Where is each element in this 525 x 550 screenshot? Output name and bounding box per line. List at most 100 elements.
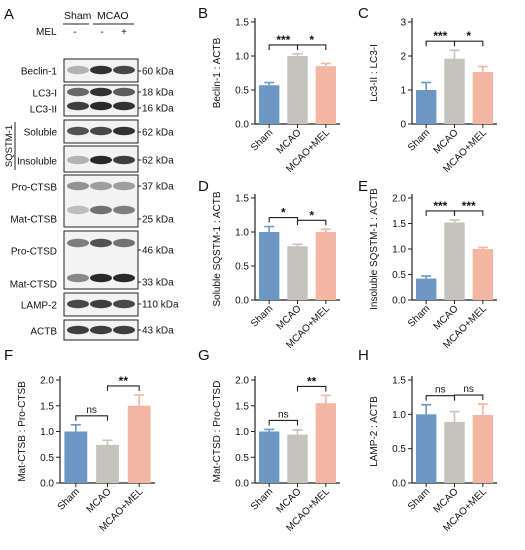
blot-kda-label: 110 kDa [142, 300, 179, 311]
blot-panel: A Sham MCAO MEL - - + Beclin-1 60 kDa LC3-I LC3-II… [4, 6, 179, 341]
blot-band [90, 181, 112, 191]
blot-band [90, 273, 112, 283]
y-tick-label: 1.5 [235, 401, 249, 412]
x-tick-label: Sham [249, 486, 275, 512]
blot-kda-label: 62 kDa [142, 156, 174, 167]
significance-label: *** [433, 29, 447, 43]
y-tick-label: 0 [400, 120, 406, 131]
blot-band [90, 101, 112, 111]
y-tick-label: 1.0 [392, 410, 406, 421]
y-axis-label: LAMP-2 : ACTB [369, 396, 380, 467]
chart-panel-e: E 0.0 0.5 1.0 1.5 2.0 Insoluble SQSTM-1 : ACTB… [358, 178, 497, 351]
blot-band [113, 238, 135, 248]
blot-row-label: Mat-CTSD [10, 280, 57, 291]
bar [258, 431, 280, 483]
x-tick-label: Sham [56, 486, 82, 512]
y-tick-label: 1.0 [40, 427, 54, 438]
y-tick-label: 0.0 [235, 296, 249, 307]
blot-band [67, 299, 89, 309]
y-tick-label: 2.0 [392, 194, 406, 205]
blot-band [67, 181, 89, 191]
blot-band [113, 299, 135, 309]
blot-band [90, 87, 112, 97]
bar [444, 421, 465, 483]
blot-kda-label: 16 kDa [142, 104, 174, 115]
x-tick-label: Sham [249, 303, 275, 329]
blot-band [113, 65, 135, 75]
bar [415, 414, 437, 483]
significance-label: ns [463, 384, 474, 395]
y-axis-label: Mat-CTSB : Pro-CTSB [17, 381, 28, 482]
panel-label-e: E [358, 178, 368, 195]
x-tick-label: MCAO [85, 486, 114, 515]
significance-bracket [296, 44, 327, 50]
blot-band [90, 65, 112, 75]
significance-label: *** [276, 33, 290, 47]
y-tick-label: 1.5 [235, 18, 249, 29]
significance-label: ns [86, 405, 97, 416]
y-tick-label: 0.0 [392, 479, 406, 490]
bar [472, 415, 494, 483]
significance-bracket [106, 385, 140, 391]
blot-band [90, 126, 112, 136]
significance-bracket [296, 219, 327, 226]
blot-row-label: ACTB [30, 327, 57, 338]
x-tick-label: Sham [406, 486, 432, 512]
y-axis-label: Insoluble SQSTM-1 : ACTB [369, 188, 380, 310]
y-tick-label: 0.0 [235, 120, 249, 131]
blot-band [113, 155, 135, 165]
y-tick-label: 2.0 [235, 376, 249, 387]
blot-band [67, 205, 89, 215]
y-tick-label: 0.5 [392, 444, 406, 455]
bar [315, 232, 337, 300]
chart-panel-f: F 0.0 0.5 1.0 1.5 2.0 Mat-CTSB : Pro-CTSB Sham M… [4, 347, 155, 534]
blot-band [113, 273, 135, 283]
blot-row-label: Pro-CTSB [11, 183, 57, 194]
bar [127, 405, 151, 483]
blot-band [90, 155, 112, 165]
blot-band [67, 101, 89, 111]
significance-label: * [309, 208, 314, 222]
blot-header-mcao: MCAO [97, 10, 129, 22]
blot-row-label: Beclin-1 [21, 67, 58, 78]
significance-label: ns [435, 385, 446, 396]
bar [444, 58, 465, 124]
y-tick-label: 1.0 [392, 245, 406, 256]
blot-sqstm-label: SQSTM-1 [4, 125, 15, 167]
bar [64, 431, 88, 483]
blot-kda-label: 46 kDa [142, 246, 174, 257]
blot-header-sham: Sham [64, 10, 92, 22]
blot-band [67, 87, 89, 97]
y-axis-label: Lc3-II : LC3-I [369, 44, 380, 102]
bar [315, 66, 337, 124]
blot-band [67, 126, 89, 136]
significance-bracket [425, 395, 456, 401]
panel-label-a: A [4, 6, 14, 23]
blot-band [67, 325, 89, 335]
y-tick-label: 0.5 [235, 262, 249, 273]
y-tick-label: 3 [400, 18, 406, 29]
blot-row-label: Soluble [24, 128, 58, 139]
blot-row-label: LC3-I [33, 89, 57, 100]
blot-strip [63, 174, 139, 228]
y-tick-label: 0.5 [235, 86, 249, 97]
blot-band [113, 101, 135, 111]
y-tick-label: 1.0 [235, 52, 249, 63]
bar [415, 90, 437, 124]
bar [472, 249, 494, 300]
blot-band [90, 238, 112, 248]
y-tick-label: 1.5 [235, 194, 249, 205]
blot-row-label: Mat-CTSB [10, 215, 57, 226]
significance-label: ** [119, 374, 129, 388]
blot-row-label: LAMP-2 [21, 301, 58, 312]
significance-label: ** [307, 374, 317, 388]
blot-kda-label: 25 kDa [142, 215, 174, 226]
bar [287, 434, 308, 483]
panel-label-f: F [4, 347, 13, 364]
blot-kda-label: 33 kDa [142, 278, 174, 289]
bar [96, 444, 119, 483]
blot-mel-sign: - [100, 27, 103, 38]
y-tick-label: 0.0 [235, 479, 249, 490]
